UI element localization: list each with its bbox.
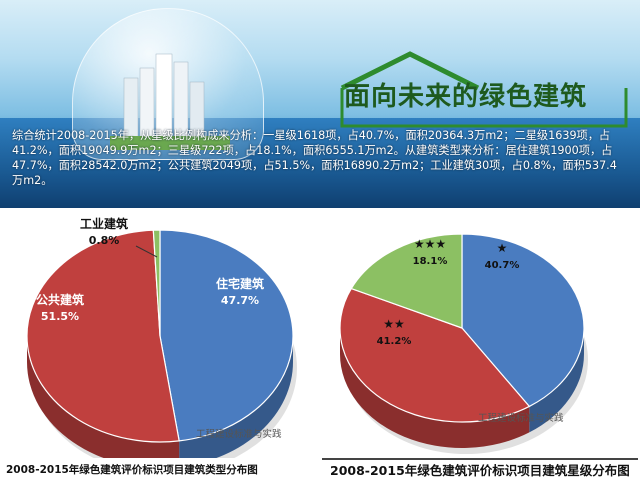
slice-label-1: ★★ xyxy=(383,317,405,331)
slice-label-1: 公共建筑 xyxy=(36,292,84,307)
building-type-pie-chart: 住宅建筑 47.7% 公共建筑 51.5% 工业建筑 0.8% xyxy=(26,216,297,474)
slice-label-0: ★ xyxy=(497,241,508,255)
pie-slice-2 xyxy=(350,233,463,329)
pie-side-0 xyxy=(179,336,293,467)
pie-side-1 xyxy=(27,336,180,468)
chart-caption-left: 2008-2015年绿色建筑评价标识项目建筑类型分布图 xyxy=(6,464,258,476)
header-banner: 面向未来的绿色建筑 综合统计2008-2015年，从星级比例构成来分析：一星级1… xyxy=(0,0,640,208)
chart-caption-right: 2008-2015年绿色建筑评价标识项目建筑星级分布图 xyxy=(330,463,630,478)
pie-slice-0 xyxy=(159,229,294,442)
slice-label-2: 工业建筑 xyxy=(80,216,128,231)
slice-label-0: 住宅建筑 xyxy=(216,276,264,291)
slice-value-label-2: 0.8% xyxy=(89,234,120,247)
slice-value-label-1: 51.5% xyxy=(41,310,79,323)
pie-side-1 xyxy=(340,328,530,448)
slice-value-label-0: 40.7% xyxy=(485,260,520,271)
page-title: 面向未来的绿色建筑 xyxy=(344,82,588,112)
house-roof-icon xyxy=(340,51,628,128)
summary-text: 综合统计2008-2015年，从星级比例构成来分析：一星级1618项，占40.7… xyxy=(12,129,617,187)
slice-label-2: ★★★ xyxy=(414,237,446,251)
pie-side-0 xyxy=(529,328,584,433)
slice-value-label-0: 47.7% xyxy=(221,294,259,307)
leader-line xyxy=(135,245,158,258)
slice-value-label-1: 41.2% xyxy=(377,336,412,347)
slice-value-label-2: 18.1% xyxy=(413,256,448,267)
title-badge: 面向未来的绿色建筑 xyxy=(330,48,630,128)
pie-slice-1 xyxy=(26,229,180,443)
city-towers-image xyxy=(110,53,230,150)
watermark-right: 工程建设标准与实践 xyxy=(478,413,564,424)
watermark-left: 工程建设标准与实践 xyxy=(196,429,282,440)
star-level-pie-chart: ★ 40.7% ★★ 41.2% ★★★ 18.1% xyxy=(339,233,588,454)
caption-divider xyxy=(322,458,638,460)
pie-slice-1 xyxy=(339,287,531,423)
